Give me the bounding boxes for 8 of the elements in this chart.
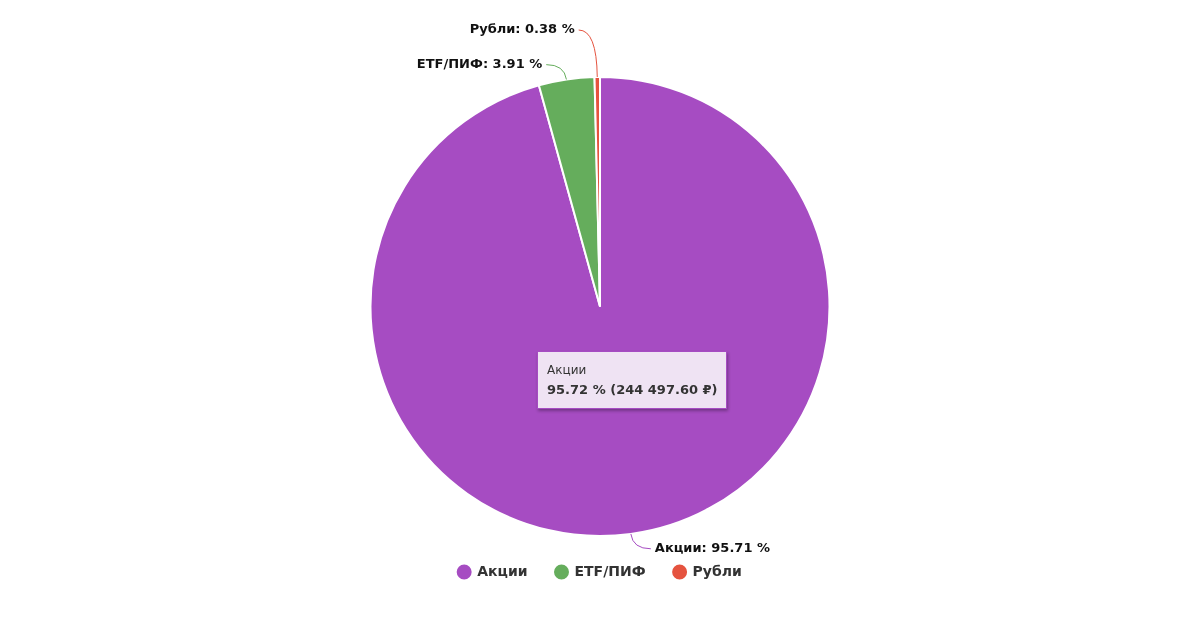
legend-label: Акции [477, 562, 528, 579]
legend-label: ETF/ПИФ [574, 562, 646, 579]
text: 95.72 % (244 497.60 ₽) [547, 381, 718, 399]
data-label: Рубли: 0.38 % [469, 21, 575, 37]
text: Акции [547, 362, 588, 379]
data-label: Акции: 95.71 % [654, 540, 770, 556]
data-label: ETF/ПИФ: 3.91 % [416, 56, 543, 71]
legend-label: Рубли [692, 562, 742, 579]
